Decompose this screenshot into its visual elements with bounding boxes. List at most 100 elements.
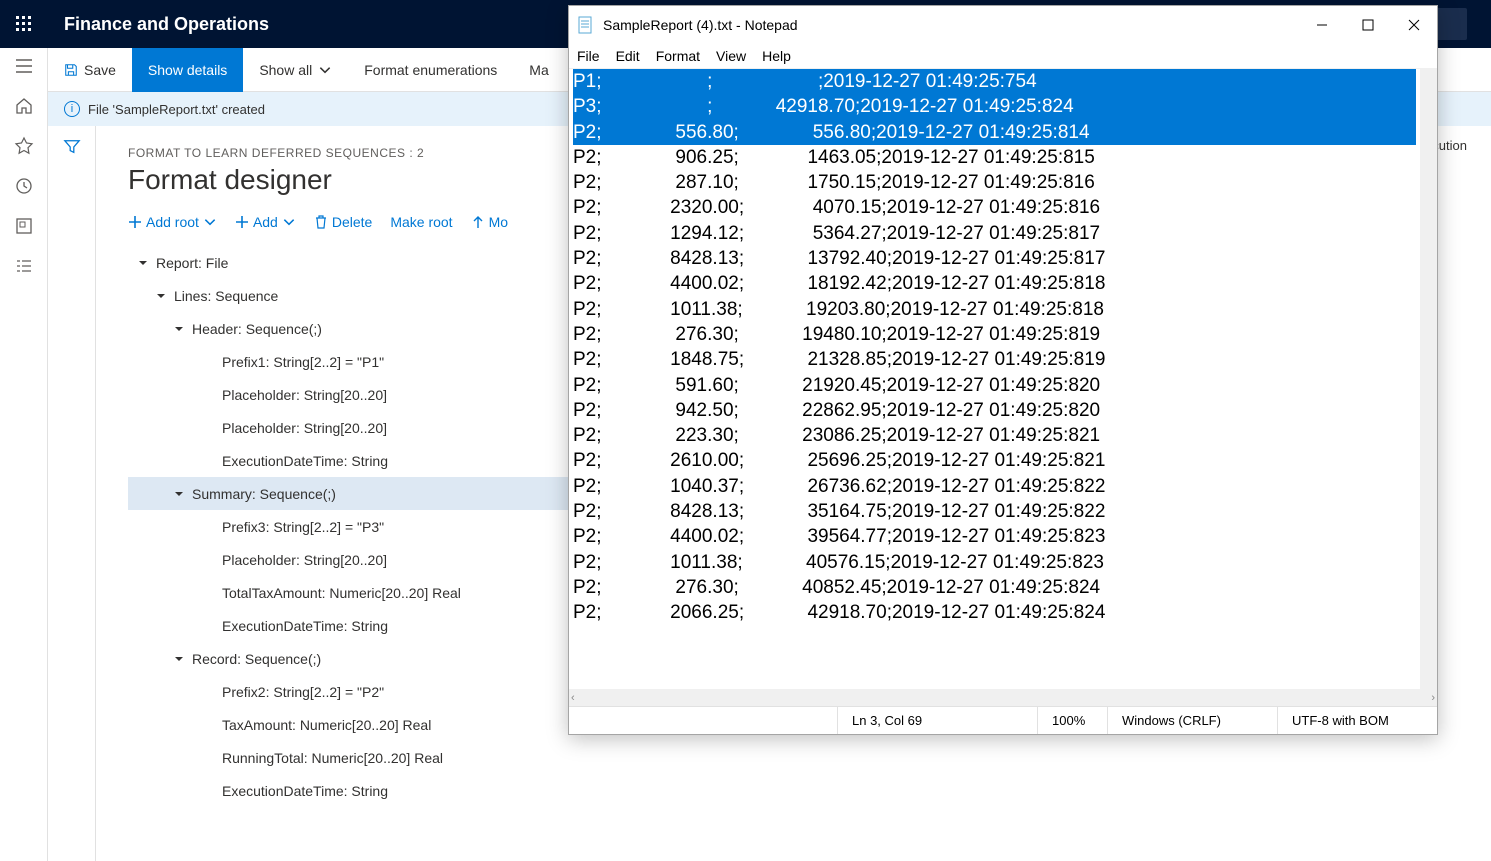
menu-format[interactable]: Format <box>656 48 700 64</box>
status-position: Ln 3, Col 69 <box>837 707 1037 734</box>
workspace-icon[interactable] <box>14 216 34 236</box>
notepad-icon <box>577 16 595 34</box>
status-zoom: 100% <box>1037 707 1107 734</box>
notepad-window: SampleReport (4).txt - Notepad FileEditF… <box>568 5 1438 735</box>
status-eol: Windows (CRLF) <box>1107 707 1277 734</box>
show-details-label: Show details <box>148 62 227 78</box>
tree-node[interactable]: Placeholder: String[20..20] <box>128 543 608 576</box>
info-message-text: File 'SampleReport.txt' created <box>88 102 265 117</box>
menu-help[interactable]: Help <box>762 48 791 64</box>
home-icon[interactable] <box>14 96 34 116</box>
app-launcher-icon[interactable] <box>0 0 48 48</box>
left-nav-rail <box>0 48 48 861</box>
text-line: P3; ; 42918.70;2019-12-27 01:49:25:824 <box>573 94 1416 119</box>
status-encoding: UTF-8 with BOM <box>1277 707 1437 734</box>
save-icon <box>64 63 78 77</box>
tree-node-label: Prefix1: String[2..2] = "P1" <box>222 354 384 370</box>
menu-view[interactable]: View <box>716 48 746 64</box>
add-root-button[interactable]: Add root <box>128 214 217 230</box>
text-line: P2; 276.30; 40852.45;2019-12-27 01:49:25… <box>573 575 1416 600</box>
arrow-up-icon <box>471 215 485 229</box>
notepad-title: SampleReport (4).txt - Notepad <box>603 17 798 33</box>
tree-node-label: Prefix3: String[2..2] = "P3" <box>222 519 384 535</box>
plus-icon <box>235 215 249 229</box>
tree-node-label: Summary: Sequence(;) <box>192 486 336 502</box>
text-line: P2; 287.10; 1750.15;2019-12-27 01:49:25:… <box>573 170 1416 195</box>
make-root-button[interactable]: Make root <box>390 214 452 230</box>
text-line: P2; 8428.13; 35164.75;2019-12-27 01:49:2… <box>573 499 1416 524</box>
notepad-menubar: File Edit Format View Help <box>569 44 1437 68</box>
notepad-titlebar[interactable]: SampleReport (4).txt - Notepad <box>569 6 1437 44</box>
horizontal-scrollbar[interactable]: ‹› <box>569 689 1437 706</box>
text-line: P2; 2320.00; 4070.15;2019-12-27 01:49:25… <box>573 195 1416 220</box>
text-line: P2; 1011.38; 19203.80;2019-12-27 01:49:2… <box>573 297 1416 322</box>
tree-node[interactable]: ExecutionDateTime: String <box>128 774 608 807</box>
tree-node[interactable]: Prefix1: String[2..2] = "P1" <box>128 345 608 378</box>
save-label: Save <box>84 62 116 78</box>
tree-node[interactable]: Prefix2: String[2..2] = "P2" <box>128 675 608 708</box>
tree-node[interactable]: ExecutionDateTime: String <box>128 444 608 477</box>
hamburger-icon[interactable] <box>14 56 34 76</box>
text-line: P2; 1011.38; 40576.15;2019-12-27 01:49:2… <box>573 550 1416 575</box>
text-line: P2; 906.25; 1463.05;2019-12-27 01:49:25:… <box>573 145 1416 170</box>
tree-node-label: Report: File <box>156 255 228 271</box>
vertical-scrollbar[interactable] <box>1420 69 1437 689</box>
text-line: P2; 1294.12; 5364.27;2019-12-27 01:49:25… <box>573 221 1416 246</box>
tree-node[interactable]: ExecutionDateTime: String <box>128 609 608 642</box>
close-button[interactable] <box>1391 6 1437 44</box>
tree-node-label: ExecutionDateTime: String <box>222 453 388 469</box>
text-line: P2; 591.60; 21920.45;2019-12-27 01:49:25… <box>573 373 1416 398</box>
tree-node[interactable]: Summary: Sequence(;) <box>128 477 608 510</box>
filter-icon[interactable] <box>63 138 81 156</box>
text-line: P2; 4400.02; 18192.42;2019-12-27 01:49:2… <box>573 271 1416 296</box>
tree-node-label: Prefix2: String[2..2] = "P2" <box>222 684 384 700</box>
text-line: P2; 2610.00; 25696.25;2019-12-27 01:49:2… <box>573 448 1416 473</box>
format-enumerations-button[interactable]: Format enumerations <box>348 48 513 92</box>
tree-node[interactable]: TaxAmount: Numeric[20..20] Real <box>128 708 608 741</box>
menu-file[interactable]: File <box>577 48 600 64</box>
chevron-down-icon <box>203 215 217 229</box>
star-icon[interactable] <box>14 136 34 156</box>
maximize-button[interactable] <box>1345 6 1391 44</box>
tree-node[interactable]: Placeholder: String[20..20] <box>128 411 608 444</box>
tree-node-label: Placeholder: String[20..20] <box>222 387 387 403</box>
info-icon: i <box>64 101 80 117</box>
show-details-button[interactable]: Show details <box>132 48 243 92</box>
add-button[interactable]: Add <box>235 214 296 230</box>
notepad-statusbar: Ln 3, Col 69 100% Windows (CRLF) UTF-8 w… <box>569 706 1437 734</box>
notepad-text-area[interactable]: P1; ; ;2019-12-27 01:49:25:754P3; ; 4291… <box>569 68 1437 689</box>
tree-node[interactable]: Report: File <box>128 246 608 279</box>
show-all-button[interactable]: Show all <box>243 48 348 92</box>
show-all-label: Show all <box>259 62 312 78</box>
mapping-button[interactable]: Ma <box>513 48 564 92</box>
mapping-label: Ma <box>529 62 548 78</box>
tree-node-label: TaxAmount: Numeric[20..20] Real <box>222 717 431 733</box>
app-brand: Finance and Operations <box>48 14 269 35</box>
modules-icon[interactable] <box>14 256 34 276</box>
delete-button[interactable]: Delete <box>314 214 372 230</box>
menu-edit[interactable]: Edit <box>616 48 640 64</box>
text-line: P2; 556.80; 556.80;2019-12-27 01:49:25:8… <box>573 120 1416 145</box>
text-line: P2; 2066.25; 42918.70;2019-12-27 01:49:2… <box>573 600 1416 625</box>
save-button[interactable]: Save <box>48 48 132 92</box>
tree-node[interactable]: Record: Sequence(;) <box>128 642 608 675</box>
tree-node-label: RunningTotal: Numeric[20..20] Real <box>222 750 443 766</box>
tree-node-label: Header: Sequence(;) <box>192 321 322 337</box>
tree-node-label: Lines: Sequence <box>174 288 278 304</box>
minimize-button[interactable] <box>1299 6 1345 44</box>
tree-node[interactable]: Header: Sequence(;) <box>128 312 608 345</box>
move-button[interactable]: Mo <box>471 214 508 230</box>
tree-node[interactable]: Lines: Sequence <box>128 279 608 312</box>
tree-node[interactable]: Placeholder: String[20..20] <box>128 378 608 411</box>
tree-node-label: ExecutionDateTime: String <box>222 618 388 634</box>
text-line: P2; 1848.75; 21328.85;2019-12-27 01:49:2… <box>573 347 1416 372</box>
recent-icon[interactable] <box>14 176 34 196</box>
tree-node[interactable]: RunningTotal: Numeric[20..20] Real <box>128 741 608 774</box>
text-line: P2; 276.30; 19480.10;2019-12-27 01:49:25… <box>573 322 1416 347</box>
chevron-down-icon <box>318 63 332 77</box>
tree-node[interactable]: TotalTaxAmount: Numeric[20..20] Real <box>128 576 608 609</box>
chevron-down-icon <box>282 215 296 229</box>
text-line: P2; 942.50; 22862.95;2019-12-27 01:49:25… <box>573 398 1416 423</box>
tree-node[interactable]: Prefix3: String[2..2] = "P3" <box>128 510 608 543</box>
filter-column <box>48 126 96 861</box>
